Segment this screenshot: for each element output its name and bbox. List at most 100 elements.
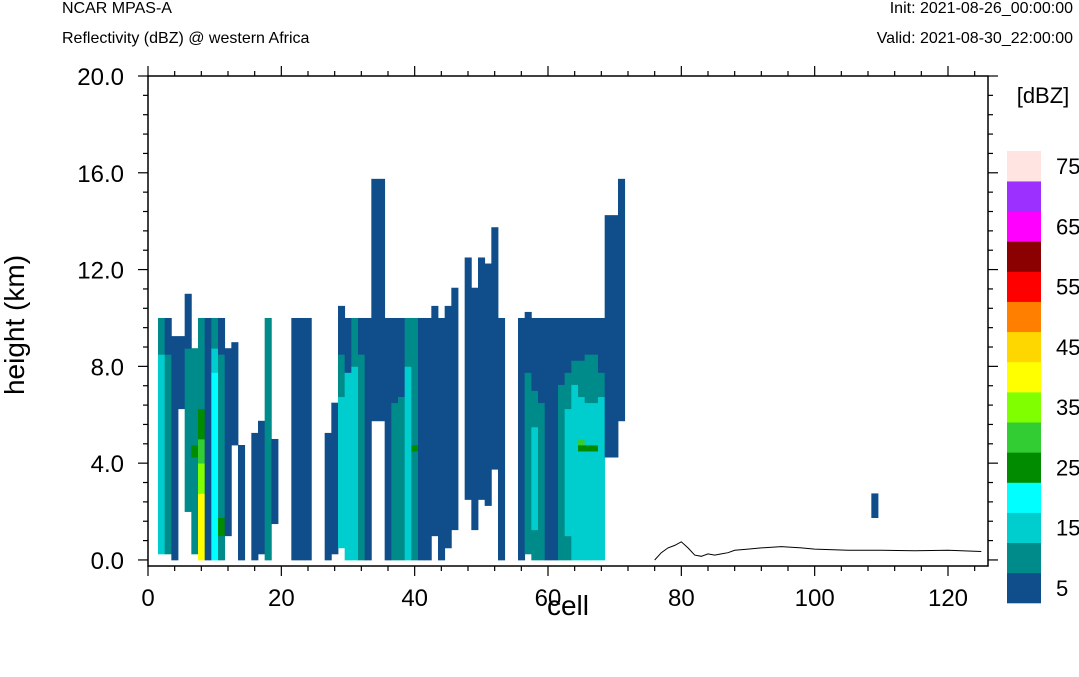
colorbar-swatch — [1007, 151, 1041, 182]
y-tick-label: 20.0 — [77, 64, 124, 91]
reflectivity-cell — [344, 372, 352, 561]
reflectivity-cell — [198, 408, 206, 440]
colorbar-swatch — [1007, 422, 1041, 453]
reflectivity-cell — [598, 396, 606, 561]
reflectivity-cell — [618, 178, 626, 422]
reflectivity-cell — [271, 438, 279, 525]
reflectivity-cell — [191, 348, 199, 446]
reflectivity-cell — [191, 457, 199, 555]
reflectivity-cell — [184, 293, 192, 349]
reflectivity-cell — [231, 342, 239, 446]
reflectivity-cell — [544, 317, 552, 561]
terrain-line — [654, 541, 982, 561]
reflectivity-cell — [571, 317, 579, 361]
colorbar-label: 45 — [1056, 335, 1079, 360]
reflectivity-cell — [524, 372, 532, 555]
y-tick-label: 16.0 — [77, 161, 124, 188]
x-tick-label: 120 — [928, 585, 968, 612]
reflectivity-cell — [591, 445, 599, 452]
colorbar-label: 15 — [1056, 516, 1079, 541]
y-tick-label: 8.0 — [91, 354, 124, 381]
reflectivity-cell — [338, 305, 346, 355]
colorbar-swatch — [1007, 211, 1041, 242]
reflectivity-cell — [431, 305, 439, 537]
reflectivity-cell — [584, 317, 592, 355]
reflectivity-cell — [398, 317, 406, 398]
y-tick-label: 4.0 — [91, 451, 124, 478]
reflectivity-cell — [178, 336, 186, 410]
reflectivity-cell — [378, 178, 386, 422]
reflectivity-cell — [224, 348, 232, 537]
reflectivity-cell — [524, 311, 532, 373]
reflectivity-cell — [351, 366, 359, 561]
reflectivity-cell — [164, 317, 172, 355]
x-axis-label: cell — [547, 590, 589, 621]
reflectivity-cell — [471, 287, 479, 531]
reflectivity-cell — [411, 451, 419, 561]
reflectivity-cell — [338, 396, 346, 549]
colorbar-label: 55 — [1056, 275, 1079, 300]
reflectivity-cell — [564, 317, 572, 373]
reflectivity-cell — [324, 432, 332, 561]
x-tick-label: 40 — [401, 585, 428, 612]
reflectivity-cell — [304, 317, 312, 561]
reflectivity-cell — [384, 317, 392, 561]
reflectivity-cell — [218, 517, 226, 537]
colorbar-swatch — [1007, 241, 1041, 272]
reflectivity-cell — [218, 317, 226, 355]
plot-subtitle: Reflectivity (dBZ) @ western Africa — [62, 30, 310, 47]
reflectivity-cell — [578, 317, 586, 361]
reflectivity-cell — [198, 493, 206, 561]
reflectivity-cell — [264, 317, 272, 561]
reflectivity-cell — [531, 529, 539, 561]
reflectivity-cell — [871, 493, 879, 519]
reflectivity-cell — [538, 402, 546, 561]
y-tick-label: 12.0 — [77, 258, 124, 285]
reflectivity-cell — [298, 317, 306, 561]
reflectivity-cell — [338, 354, 346, 398]
reflectivity-cell — [591, 317, 599, 355]
reflectivity-cell — [584, 354, 592, 404]
reflectivity-cell — [604, 215, 612, 458]
reflectivity-cell — [204, 317, 212, 561]
reflectivity-cell — [358, 354, 366, 561]
reflectivity-cell — [451, 287, 459, 531]
reflectivity-cell — [171, 336, 179, 561]
reflectivity-cell — [571, 384, 579, 561]
reflectivity-cell — [211, 348, 219, 373]
reflectivity-cell — [364, 317, 372, 561]
reflectivity-cell — [404, 366, 412, 561]
reflectivity-cell — [578, 396, 586, 440]
colorbar-label: 35 — [1056, 395, 1079, 420]
reflectivity-cell — [578, 360, 586, 398]
reflectivity-cell — [404, 317, 412, 367]
colorbar: 5 15 25 35 45 55 65 75 — [1007, 151, 1079, 604]
reflectivity-cell — [158, 317, 166, 355]
reflectivity-cell — [564, 408, 572, 537]
colorbar-label: 65 — [1056, 214, 1079, 239]
valid-time: Valid: 2021-08-30_22:00:00 — [876, 30, 1073, 47]
reflectivity-cell — [464, 257, 472, 500]
reflectivity-cell — [498, 317, 506, 561]
colorbar-swatch — [1007, 482, 1041, 513]
reflectivity-cell — [584, 402, 592, 446]
colorbar-swatch — [1007, 512, 1041, 544]
reflectivity-cells — [158, 178, 879, 561]
colorbar-label: 75 — [1056, 154, 1079, 179]
reflectivity-cell — [198, 317, 206, 410]
reflectivity-cell — [531, 426, 539, 531]
colorbar-swatch — [1007, 572, 1041, 604]
x-tick-label: 100 — [795, 585, 835, 612]
y-tick-label: 0.0 — [91, 548, 124, 575]
reflectivity-cell — [211, 372, 219, 561]
colorbar-swatch — [1007, 452, 1041, 483]
reflectivity-cell — [578, 445, 586, 452]
reflectivity-cell — [398, 396, 406, 561]
reflectivity-cell — [351, 317, 359, 367]
x-tick-label: 20 — [268, 585, 295, 612]
reflectivity-cell — [184, 348, 192, 512]
reflectivity-cell — [164, 354, 172, 555]
reflectivity-cell — [344, 317, 352, 373]
reflectivity-cell — [371, 178, 379, 422]
reflectivity-cell — [198, 463, 206, 494]
